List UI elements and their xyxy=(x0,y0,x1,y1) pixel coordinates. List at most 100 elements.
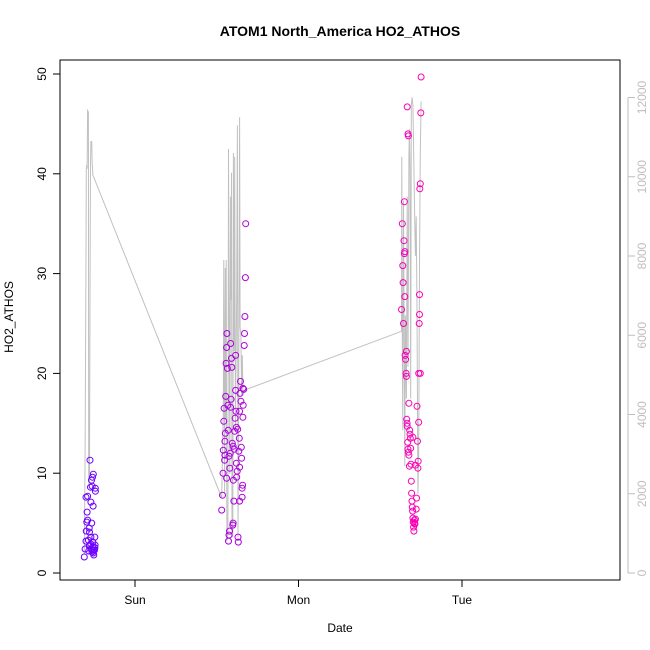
data-point xyxy=(227,395,235,403)
data-point xyxy=(402,372,410,380)
y-tick-label: 0 xyxy=(35,569,49,576)
data-point xyxy=(219,446,227,454)
data-point xyxy=(405,399,413,407)
data-point xyxy=(228,363,236,371)
data-point xyxy=(225,452,233,460)
data-point xyxy=(411,520,419,528)
y2-tick-label: 8000 xyxy=(635,242,649,269)
data-point xyxy=(219,491,226,499)
data-point xyxy=(229,519,237,527)
data-point xyxy=(410,527,418,535)
data-point xyxy=(401,248,409,256)
data-point xyxy=(402,355,410,363)
data-point xyxy=(411,515,419,523)
data-point xyxy=(219,469,227,477)
data-point xyxy=(91,487,99,495)
data-point xyxy=(232,423,240,431)
data-point xyxy=(400,237,408,245)
data-point xyxy=(226,527,233,535)
data-point xyxy=(409,433,417,441)
data-point xyxy=(407,444,415,452)
data-point xyxy=(242,220,250,228)
data-point xyxy=(239,481,247,489)
data-point xyxy=(416,311,423,318)
data-point xyxy=(402,347,410,355)
y2-tick-label: 2000 xyxy=(635,480,649,507)
data-point xyxy=(86,528,93,536)
data-point xyxy=(223,474,231,482)
data-point xyxy=(239,401,247,409)
data-point xyxy=(409,507,417,515)
data-point xyxy=(84,492,92,500)
data-point xyxy=(241,313,249,320)
data-point xyxy=(401,293,409,301)
y2-tick-label: 6000 xyxy=(635,322,649,349)
data-point xyxy=(239,413,247,421)
data-point xyxy=(398,220,406,228)
x-tick-label: Mon xyxy=(287,593,310,607)
data-point xyxy=(403,419,411,427)
data-point xyxy=(240,385,248,393)
data-point xyxy=(86,456,94,464)
y-tick-label: 20 xyxy=(35,366,49,380)
data-point xyxy=(408,503,416,511)
data-point xyxy=(221,451,229,459)
data-point xyxy=(236,389,244,397)
data-point xyxy=(407,460,415,468)
data-point xyxy=(91,533,99,541)
data-point xyxy=(417,73,425,81)
data-point xyxy=(403,103,411,111)
data-point xyxy=(413,402,421,410)
data-point xyxy=(85,524,93,532)
data-point xyxy=(221,456,229,464)
y2-tick-label: 0 xyxy=(635,569,649,576)
data-point xyxy=(82,493,90,501)
data-point xyxy=(416,180,424,188)
data-point xyxy=(236,463,244,471)
data-point xyxy=(87,498,95,506)
data-point xyxy=(227,340,235,347)
data-point xyxy=(80,553,88,561)
data-point xyxy=(91,484,99,492)
y2-tick-label: 4000 xyxy=(635,401,649,428)
data-point xyxy=(400,198,408,206)
y-tick-label: 10 xyxy=(35,466,49,480)
data-point xyxy=(231,414,239,422)
data-point xyxy=(415,418,423,426)
data-point xyxy=(237,397,245,405)
data-point xyxy=(234,425,242,433)
data-point xyxy=(224,426,232,434)
data-point xyxy=(232,351,240,359)
y-tick-label: 30 xyxy=(35,267,49,281)
data-point xyxy=(404,132,412,140)
data-point xyxy=(239,384,247,392)
data-point xyxy=(87,483,94,491)
y-axis-label: HO2_ATHOS xyxy=(2,281,16,353)
data-point xyxy=(412,505,420,513)
data-point xyxy=(238,454,246,462)
data-point xyxy=(83,508,91,516)
y-tick-label: 50 xyxy=(35,67,49,81)
data-point xyxy=(403,415,411,423)
data-point xyxy=(227,403,235,411)
y-tick-label: 40 xyxy=(35,167,49,181)
data-point xyxy=(405,451,413,459)
data-point xyxy=(407,477,415,485)
data-point xyxy=(237,377,244,385)
data-point xyxy=(89,473,96,481)
data-point xyxy=(416,291,423,299)
y2-tick-label: 12000 xyxy=(635,80,649,114)
data-point xyxy=(411,461,419,469)
data-point xyxy=(235,434,243,442)
data-point xyxy=(222,392,230,400)
data-point xyxy=(399,262,407,270)
x-tick-label: Sun xyxy=(124,593,145,607)
data-point xyxy=(415,320,423,327)
data-point xyxy=(241,274,249,282)
data-point xyxy=(237,443,245,451)
data-point xyxy=(417,109,425,117)
plot-frame xyxy=(59,59,621,581)
data-point xyxy=(221,437,229,445)
data-point xyxy=(234,533,242,541)
